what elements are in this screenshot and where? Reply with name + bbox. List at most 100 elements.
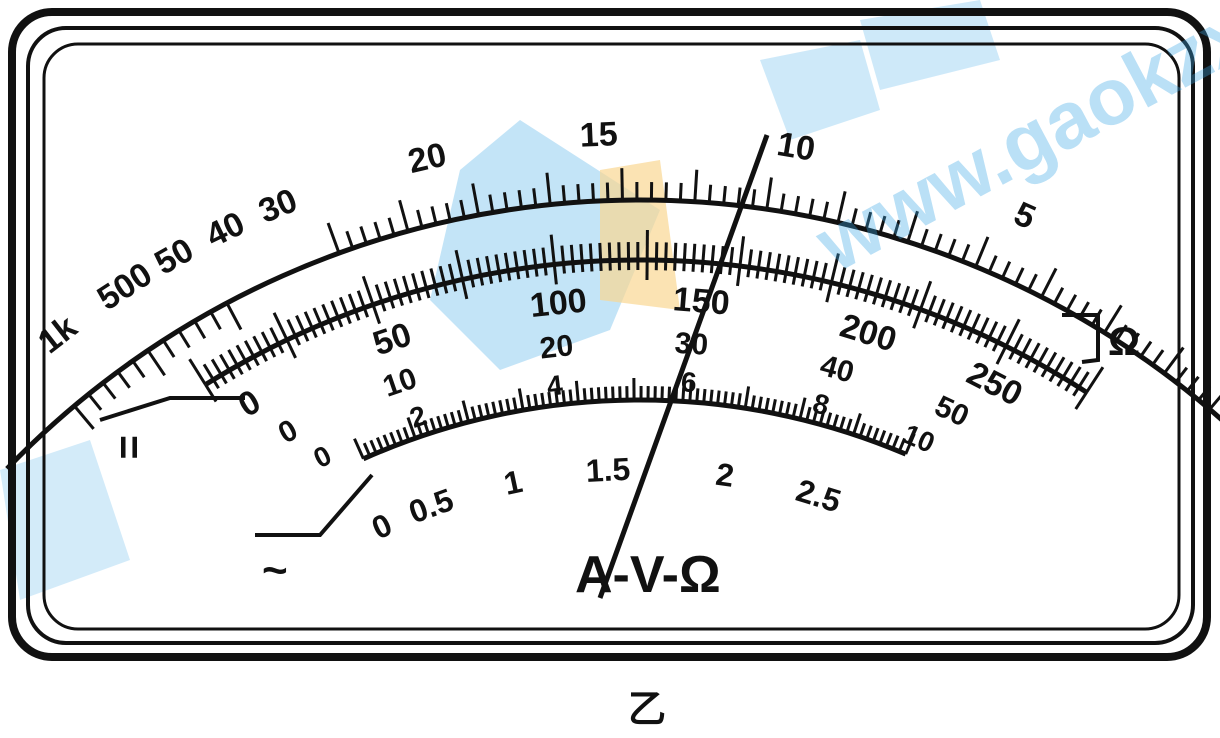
- dc-scale-tick-inner: [872, 294, 878, 305]
- ac-scale-tick: [395, 429, 404, 444]
- ac-scale-tick: [362, 442, 372, 457]
- dc-scale-tick-inner: [755, 268, 760, 279]
- dc-scale-tick: [392, 278, 402, 297]
- dc-scale-tick: [420, 270, 428, 289]
- dc-scale-tick-inner: [398, 295, 404, 307]
- dc-scale-tick-inner: [912, 308, 922, 329]
- ac-scale-tick: [603, 386, 608, 401]
- dc-scale-tick-inner: [497, 271, 503, 283]
- dc-scale-tick: [962, 309, 973, 328]
- dc-scale-tick: [682, 243, 687, 262]
- dc-scale-tick: [210, 358, 223, 376]
- dc-scale-tick-inner: [1008, 349, 1016, 360]
- ac-scale-tick: [818, 410, 826, 425]
- ac-scale-tick: [498, 400, 505, 415]
- dc-scale-tick: [269, 327, 280, 345]
- dc-scale-tick-inner: [1048, 371, 1057, 383]
- ac-scale-tick: [547, 391, 553, 407]
- ac-scale-tick: [750, 395, 756, 410]
- ac-scale-tick: [461, 400, 471, 423]
- ac-scale-tick: [611, 386, 615, 401]
- dc-scale-tick: [303, 311, 314, 329]
- ohm-scale-tick: [225, 302, 243, 331]
- dc-scale-tick: [673, 242, 678, 261]
- ohm-scale-tick: [1208, 394, 1220, 411]
- ohm-scale-tick: [836, 191, 847, 223]
- dc-scale-tick-inner: [736, 265, 742, 287]
- dc-end-bracket: [99, 396, 245, 422]
- dc-scale-tick: [987, 321, 999, 339]
- dc-scale-tick: [802, 258, 810, 277]
- ac-scale-tick: [716, 390, 721, 405]
- ac-scale-tick: [884, 432, 893, 447]
- ohm-scale-tick: [1186, 375, 1200, 392]
- ac-scale-tick: [871, 427, 880, 442]
- dc-scale-tick: [919, 280, 933, 310]
- ohm-scale-label: 50: [148, 231, 200, 283]
- ac-scale-tick: [805, 406, 812, 422]
- ohm-scale-tick: [576, 184, 581, 203]
- dc-scale-tick-inner: [302, 331, 310, 342]
- ohm-scale-tick: [1174, 366, 1189, 383]
- dc-scale-tick-inner: [580, 261, 585, 273]
- dc-scale-tick: [839, 267, 847, 286]
- ac-scale-tick: [415, 422, 424, 437]
- dc-scale-tick: [219, 353, 231, 371]
- dc-scale-tick: [996, 325, 1007, 343]
- ohm-scale-label: ∞: [0, 377, 5, 421]
- dc-scale-tick: [347, 293, 357, 312]
- ac-scale-tick: [470, 406, 477, 421]
- ohm-scale-tick: [517, 189, 523, 209]
- dc-scale-tick: [945, 302, 955, 321]
- ohm-end-symbol: Ω: [1108, 320, 1140, 364]
- dc-scale-tick: [272, 312, 289, 341]
- ac-scale-tick: [897, 437, 906, 452]
- dc-scale-tick-inner: [345, 313, 352, 325]
- ohm-scale-tick: [920, 228, 929, 247]
- dc-scale-tick: [356, 290, 366, 309]
- ohm-scale-tick: [987, 255, 998, 273]
- inner-scale-label: 6: [680, 366, 698, 398]
- ohm-scale-tick: [471, 183, 481, 216]
- ohm-scale-tick: [101, 381, 117, 400]
- dc-scale-tick-inner: [534, 266, 539, 277]
- dc-scale-tick: [361, 275, 375, 306]
- ohm-scale-tick: [620, 168, 624, 201]
- ohm-scale-tick: [359, 226, 368, 245]
- ac-scale-tick: [582, 388, 587, 403]
- dc-end-symbol: =: [106, 435, 153, 460]
- dc-scale-tick-inner: [1074, 391, 1088, 410]
- dc-scale-tick: [874, 277, 883, 296]
- dc-scale-tick-inner: [854, 289, 860, 300]
- dc-scale-tick: [1077, 371, 1090, 389]
- inner-scale-label: 0: [308, 439, 336, 474]
- ac-scale-tick: [406, 416, 417, 439]
- ohm-scale-tick: [177, 329, 191, 349]
- dc-scale-tick: [710, 245, 716, 264]
- ac-scale-tick: [574, 380, 580, 403]
- ac-scale-arc: [362, 397, 907, 462]
- dc-scale-tick-inner: [236, 364, 244, 376]
- dc-middle-label: 20: [538, 329, 575, 366]
- dc-scale-tick: [579, 243, 584, 263]
- ac-scale-tick: [729, 392, 735, 407]
- dc-scale-tick-inner: [407, 292, 413, 304]
- ac-scale-tick: [456, 409, 464, 425]
- dc-scale-tick-inner: [260, 351, 268, 362]
- ohm-scale-tick: [131, 360, 146, 379]
- inner-scale-label: 4: [545, 369, 565, 402]
- dc-scale-tick: [1037, 347, 1049, 365]
- ohm-scale-tick: [793, 195, 801, 215]
- watermark-logo: [0, 0, 1000, 600]
- ohm-scale-tick: [933, 233, 943, 252]
- dc-scale-tick-inner: [818, 280, 824, 291]
- dc-scale-tick-inner: [336, 317, 344, 328]
- dc-scale-tick-inner: [728, 264, 733, 276]
- dc-scale-tick: [401, 275, 410, 294]
- ohm-scale-tick: [1000, 261, 1012, 279]
- inner-scale-label: 2: [406, 400, 431, 434]
- ac-scale-tick: [533, 393, 539, 409]
- dc-scale-tick: [970, 313, 981, 331]
- ac-scale-tick: [878, 430, 887, 445]
